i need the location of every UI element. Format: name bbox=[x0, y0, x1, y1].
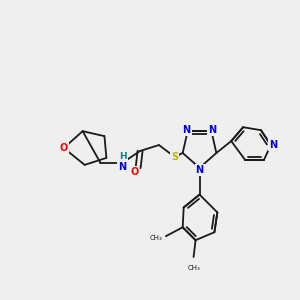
Text: N: N bbox=[183, 125, 191, 135]
Text: N: N bbox=[118, 162, 126, 172]
Text: N: N bbox=[269, 140, 277, 150]
Text: O: O bbox=[60, 143, 68, 153]
Text: H: H bbox=[119, 152, 127, 161]
Text: S: S bbox=[171, 152, 178, 162]
Text: O: O bbox=[130, 167, 138, 177]
Text: CH₃: CH₃ bbox=[187, 265, 200, 271]
Text: N: N bbox=[196, 165, 204, 175]
Text: N: N bbox=[208, 125, 217, 135]
Text: CH₃: CH₃ bbox=[149, 235, 162, 241]
